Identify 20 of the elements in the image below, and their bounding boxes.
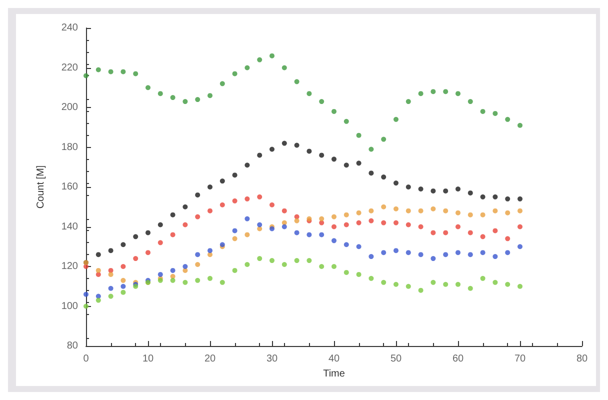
y-tick-label: 100 bbox=[61, 300, 78, 312]
x-tick-label: 30 bbox=[266, 354, 278, 364]
x-tick-label: 50 bbox=[390, 354, 402, 364]
y-tick-label: 240 bbox=[61, 22, 78, 34]
y-tick-label: 220 bbox=[61, 62, 78, 74]
y-tick-label: 200 bbox=[61, 102, 78, 113]
x-tick-label: 70 bbox=[514, 354, 526, 364]
y-tick-label: 140 bbox=[61, 221, 78, 232]
x-tick-label: 40 bbox=[328, 354, 340, 364]
x-tick-label: 60 bbox=[452, 354, 464, 364]
x-tick-label: 20 bbox=[204, 354, 216, 364]
x-tick-label: 0 bbox=[83, 354, 90, 364]
y-axis-title: Count [M] bbox=[36, 165, 46, 209]
y-tick-label: 80 bbox=[66, 340, 78, 352]
x-tick-label: 80 bbox=[576, 354, 588, 364]
y-tick-label: 160 bbox=[61, 182, 78, 192]
x-axis-title: Time bbox=[323, 368, 346, 380]
y-tick-label: 120 bbox=[61, 261, 78, 272]
y-tick-label: 180 bbox=[61, 142, 78, 153]
x-tick-label: 10 bbox=[142, 354, 154, 364]
